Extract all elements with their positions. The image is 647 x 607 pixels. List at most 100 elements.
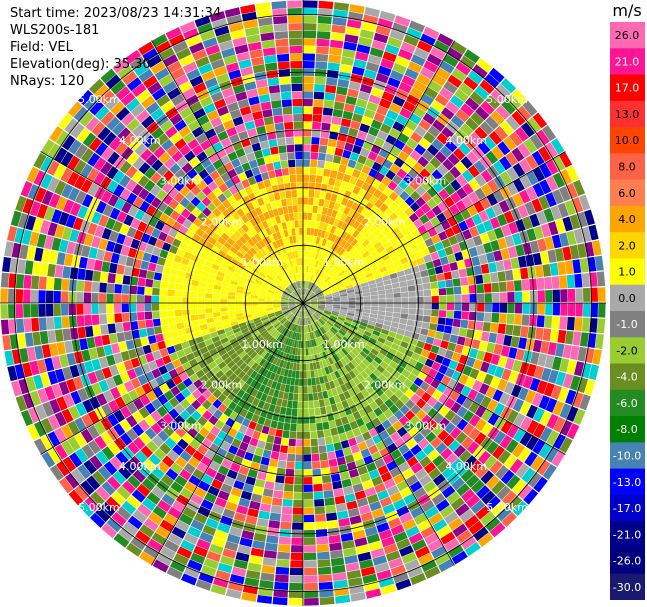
velocity-bin bbox=[295, 159, 303, 167]
velocity-bin bbox=[465, 356, 476, 368]
velocity-bin bbox=[492, 203, 503, 216]
velocity-bin bbox=[146, 327, 155, 336]
velocity-bin bbox=[425, 261, 435, 270]
velocity-bin bbox=[267, 346, 275, 354]
velocity-bin bbox=[270, 505, 282, 514]
velocity-bin bbox=[286, 313, 293, 319]
velocity-bin bbox=[303, 61, 315, 69]
velocity-bin bbox=[532, 252, 542, 266]
velocity-bin bbox=[347, 329, 356, 336]
velocity-bin bbox=[315, 521, 327, 530]
velocity-bin bbox=[287, 0, 302, 8]
velocity-bin bbox=[340, 300, 348, 303]
velocity-bin bbox=[343, 41, 357, 51]
velocity-bin bbox=[323, 398, 331, 407]
velocity-bin bbox=[95, 450, 109, 465]
velocity-bin bbox=[307, 290, 312, 297]
velocity-bin bbox=[347, 507, 360, 518]
velocity-bin bbox=[438, 310, 447, 318]
velocity-bin bbox=[542, 328, 552, 342]
velocity-bin bbox=[233, 480, 245, 490]
velocity-bin bbox=[427, 351, 437, 361]
velocity-bin bbox=[144, 427, 157, 440]
velocity-bin bbox=[312, 205, 318, 214]
velocity-bin bbox=[299, 235, 303, 243]
velocity-bin bbox=[332, 325, 340, 332]
velocity-bin bbox=[157, 340, 167, 350]
velocity-bin bbox=[402, 450, 415, 462]
velocity-bin bbox=[305, 310, 309, 317]
velocity-bin bbox=[552, 289, 561, 302]
velocity-bin bbox=[329, 271, 337, 278]
velocity-bin bbox=[477, 293, 485, 303]
velocity-bin bbox=[223, 476, 236, 487]
velocity-bin bbox=[462, 410, 475, 423]
velocity-bin bbox=[197, 303, 205, 309]
velocity-bin bbox=[440, 531, 456, 545]
velocity-bin bbox=[408, 308, 417, 315]
velocity-bin bbox=[559, 316, 568, 330]
velocity-bin bbox=[413, 512, 428, 525]
velocity-bin bbox=[275, 566, 290, 575]
velocity-bin bbox=[300, 325, 302, 333]
velocity-bin bbox=[303, 386, 308, 394]
velocity-bin bbox=[123, 521, 139, 536]
velocity-bin bbox=[481, 331, 490, 342]
velocity-bin bbox=[242, 300, 250, 303]
velocity-bin bbox=[312, 106, 323, 115]
velocity-bin bbox=[352, 211, 361, 221]
velocity-bin bbox=[438, 393, 449, 405]
velocity-bin bbox=[316, 329, 322, 337]
velocity-bin bbox=[378, 294, 386, 299]
velocity-bin bbox=[270, 420, 278, 429]
velocity-bin bbox=[333, 579, 348, 589]
velocity-bin bbox=[465, 238, 476, 249]
velocity-bin bbox=[162, 401, 174, 413]
velocity-bin bbox=[394, 15, 411, 27]
velocity-bin bbox=[430, 436, 442, 449]
velocity-bin bbox=[287, 313, 293, 320]
velocity-bin bbox=[168, 408, 180, 420]
velocity-bin bbox=[292, 98, 303, 107]
velocity-bin bbox=[326, 373, 333, 382]
velocity-bin bbox=[252, 430, 261, 440]
velocity-bin bbox=[404, 233, 414, 242]
velocity-bin bbox=[372, 555, 388, 566]
velocity-bin bbox=[278, 390, 285, 399]
velocity-bin bbox=[493, 343, 503, 355]
velocity-bin bbox=[428, 512, 444, 526]
velocity-bin bbox=[425, 336, 435, 345]
velocity-bin bbox=[381, 536, 396, 548]
velocity-bin bbox=[300, 348, 303, 356]
velocity-bin bbox=[421, 403, 433, 414]
velocity-bin bbox=[383, 543, 398, 555]
velocity-bin bbox=[132, 423, 145, 437]
velocity-bin bbox=[76, 303, 84, 315]
velocity-bin bbox=[250, 547, 264, 557]
velocity-bin bbox=[421, 559, 437, 572]
velocity-bin bbox=[401, 242, 411, 251]
velocity-bin bbox=[356, 223, 365, 233]
velocity-bin bbox=[553, 417, 566, 433]
velocity-bin bbox=[369, 215, 379, 224]
velocity-bin bbox=[254, 149, 264, 159]
velocity-bin bbox=[426, 174, 438, 186]
velocity-bin bbox=[322, 351, 328, 360]
velocity-bin bbox=[405, 156, 417, 168]
velocity-bin bbox=[310, 315, 316, 323]
velocity-bin bbox=[478, 383, 490, 395]
velocity-bin bbox=[517, 142, 531, 158]
velocity-bin bbox=[237, 398, 247, 408]
velocity-bin bbox=[438, 231, 448, 241]
velocity-bin bbox=[116, 332, 126, 343]
velocity-bin bbox=[126, 542, 143, 557]
velocity-bin bbox=[360, 370, 369, 379]
velocity-bin bbox=[318, 280, 325, 287]
velocity-bin bbox=[425, 506, 439, 519]
velocity-bin bbox=[201, 399, 212, 410]
velocity-bin bbox=[347, 294, 356, 299]
velocity-bin bbox=[358, 235, 367, 244]
velocity-bin bbox=[352, 144, 362, 155]
velocity-bin bbox=[71, 468, 86, 484]
velocity-bin bbox=[348, 300, 356, 303]
